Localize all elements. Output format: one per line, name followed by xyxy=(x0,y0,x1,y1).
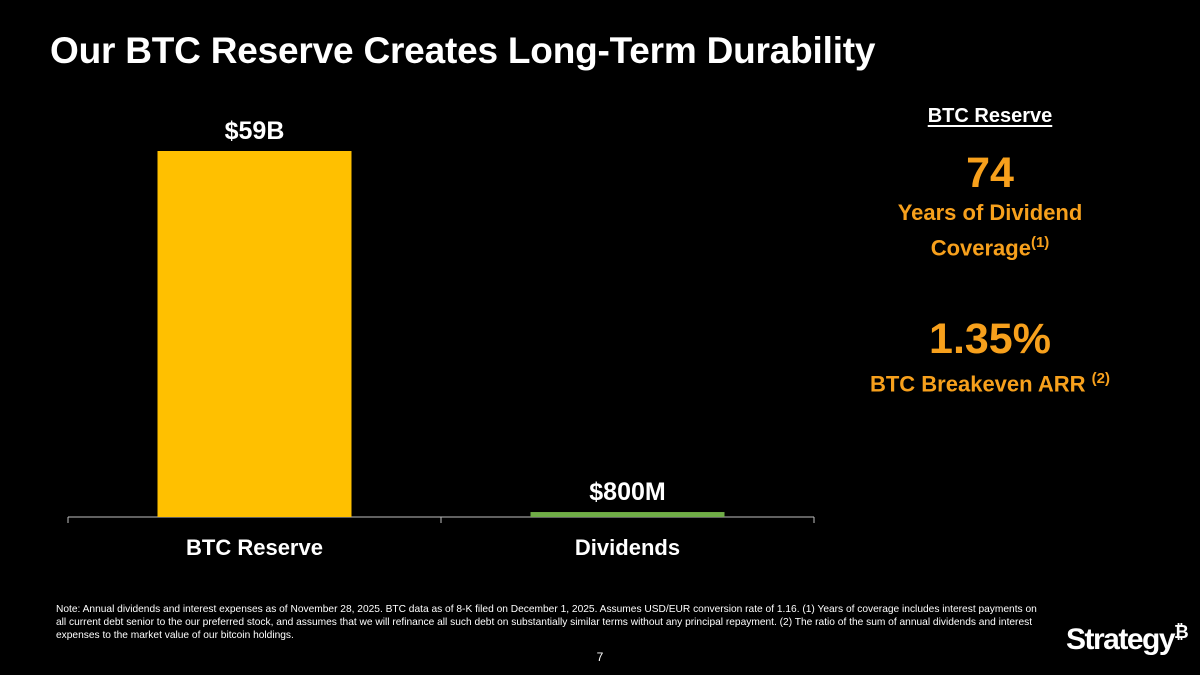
bitcoin-icon: ₿ xyxy=(1174,622,1189,642)
page-title: Our BTC Reserve Creates Long-Term Durabi… xyxy=(50,30,876,71)
bar-dividends xyxy=(530,512,725,517)
data-label: $800M xyxy=(589,478,665,506)
coverage-desc: Years of Dividend Coverage(1) xyxy=(850,198,1130,263)
x-tick-label: Dividends xyxy=(575,535,680,560)
breakeven-footnote-ref: (2) xyxy=(1091,370,1111,387)
stats-heading: BTC Reserve xyxy=(927,105,1053,127)
coverage-footnote-ref: (1) xyxy=(1030,234,1050,251)
data-label: $59B xyxy=(225,117,285,145)
coverage-desc-line2: Coverage xyxy=(930,235,1031,261)
bar-chart: $59B BTC Reserve $800M Dividends xyxy=(67,117,815,560)
x-tick-label: BTC Reserve xyxy=(186,535,323,560)
breakeven-stat: 1.35% BTC Breakeven ARR (2) xyxy=(850,315,1130,399)
coverage-desc-line1: Years of Dividend xyxy=(897,200,1083,225)
breakeven-desc: BTC Breakeven ARR (2) xyxy=(850,364,1130,399)
logo-text: Strategy xyxy=(1066,623,1176,656)
breakeven-desc-text: BTC Breakeven ARR xyxy=(869,371,1092,397)
breakeven-value: 1.35% xyxy=(929,315,1051,363)
footnote: Note: Annual dividends and interest expe… xyxy=(56,604,1037,641)
coverage-value: 74 xyxy=(966,149,1014,197)
page-number: 7 xyxy=(596,650,604,664)
bar-btc-reserve xyxy=(157,151,352,517)
coverage-stat: 74 Years of Dividend Coverage(1) xyxy=(850,149,1130,263)
strategy-logo: Strategy₿ xyxy=(1066,622,1189,657)
